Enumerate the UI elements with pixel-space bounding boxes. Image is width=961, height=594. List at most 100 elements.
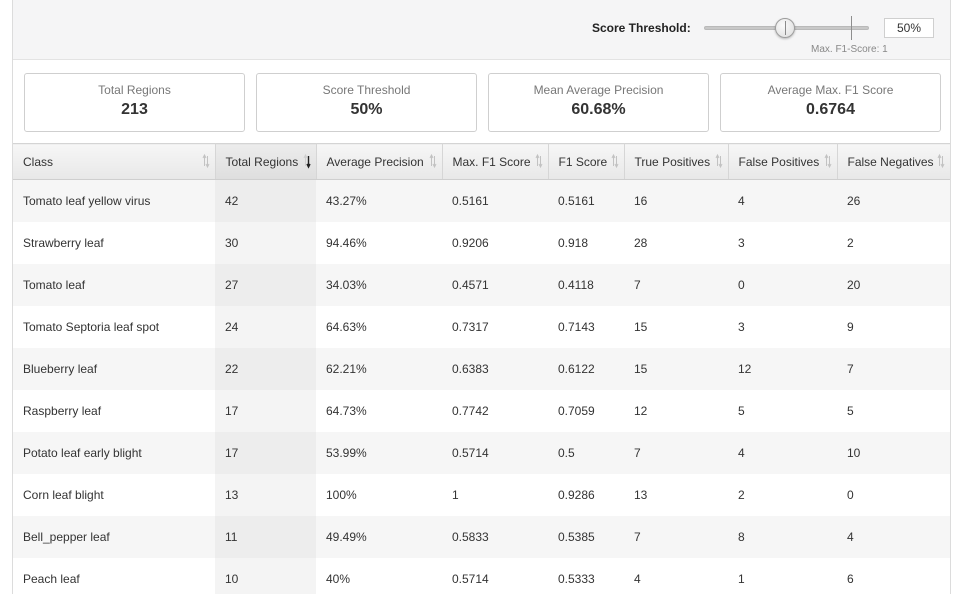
card-mean-average-precision: Mean Average Precision 60.68% bbox=[488, 73, 709, 132]
cell-max-f1-score: 1 bbox=[442, 473, 548, 516]
column-header-true-positives[interactable]: True Positives bbox=[624, 143, 729, 180]
column-header-average-precision[interactable]: Average Precision bbox=[316, 143, 443, 180]
cell-true-positives: 15 bbox=[624, 347, 728, 390]
cell-f1-score: 0.5 bbox=[548, 431, 624, 474]
cell-class: Corn leaf blight bbox=[13, 473, 215, 516]
cell-average-precision: 100% bbox=[316, 473, 442, 516]
cell-true-positives: 7 bbox=[624, 263, 728, 306]
cell-false-positives: 2 bbox=[728, 473, 837, 516]
max-f1-score-note: Max. F1-Score: 1 bbox=[811, 44, 888, 55]
cell-true-positives: 12 bbox=[624, 389, 728, 432]
cell-false-positives: 12 bbox=[728, 347, 837, 390]
cell-false-negatives: 26 bbox=[837, 179, 950, 222]
score-threshold-input[interactable]: 50% bbox=[884, 18, 934, 38]
cell-f1-score: 0.7143 bbox=[548, 305, 624, 348]
table-row[interactable]: Corn leaf blight 13 100% 1 0.9286 13 2 0 bbox=[13, 473, 950, 516]
cell-false-negatives: 20 bbox=[837, 263, 950, 306]
column-header-label: Max. F1 Score bbox=[452, 154, 531, 169]
cell-average-precision: 40% bbox=[316, 557, 442, 594]
cell-f1-score: 0.6122 bbox=[548, 347, 624, 390]
sort-icon bbox=[715, 153, 722, 169]
cell-total-regions: 30 bbox=[215, 221, 316, 264]
table-row[interactable]: Raspberry leaf 17 64.73% 0.7742 0.7059 12 5 5 bbox=[13, 389, 950, 432]
column-header-label: Total Regions bbox=[225, 154, 299, 169]
column-header-f1-score[interactable]: F1 Score bbox=[548, 143, 625, 180]
score-threshold-label: Score Threshold: bbox=[592, 21, 691, 35]
table-row[interactable]: Tomato leaf 27 34.03% 0.4571 0.4118 7 0 20 bbox=[13, 263, 950, 306]
table-row[interactable]: Blueberry leaf 22 62.21% 0.6383 0.6122 15 12 7 bbox=[13, 347, 950, 390]
cell-true-positives: 13 bbox=[624, 473, 728, 516]
table-header-row: Class Total Regions Average Precision Max. … bbox=[13, 143, 950, 180]
sort-icon bbox=[202, 153, 209, 169]
cell-class: Blueberry leaf bbox=[13, 347, 215, 390]
cell-max-f1-score: 0.4571 bbox=[442, 263, 548, 306]
table-row[interactable]: Bell_pepper leaf 11 49.49% 0.5833 0.5385 7 8 4 bbox=[13, 515, 950, 558]
max-f1-marker bbox=[851, 16, 852, 40]
cell-total-regions: 22 bbox=[215, 347, 316, 390]
column-header-label: Class bbox=[23, 154, 54, 169]
card-label: Score Threshold bbox=[322, 83, 411, 97]
cell-false-negatives: 10 bbox=[837, 431, 950, 474]
slider-grip-icon bbox=[785, 21, 786, 35]
table-row[interactable]: Tomato Septoria leaf spot 24 64.63% 0.7317 0… bbox=[13, 305, 950, 348]
table-row[interactable]: Peach leaf 10 40% 0.5714 0.5333 4 1 6 bbox=[13, 557, 950, 594]
cell-true-positives: 7 bbox=[624, 431, 728, 474]
card-value: 50% bbox=[350, 101, 383, 118]
card-value: 60.68% bbox=[571, 101, 626, 118]
cell-max-f1-score: 0.5714 bbox=[442, 557, 548, 594]
table-row[interactable]: Strawberry leaf 30 94.46% 0.9206 0.918 28 3 2 bbox=[13, 221, 950, 264]
cell-total-regions: 17 bbox=[215, 431, 316, 474]
cell-max-f1-score: 0.5161 bbox=[442, 179, 548, 222]
cell-false-positives: 3 bbox=[728, 221, 837, 264]
cell-class: Tomato leaf yellow virus bbox=[13, 179, 215, 222]
sort-descending-icon bbox=[303, 153, 311, 169]
cell-max-f1-score: 0.5833 bbox=[442, 515, 548, 558]
cell-class: Potato leaf early blight bbox=[13, 431, 215, 474]
column-header-max-f1-score[interactable]: Max. F1 Score bbox=[442, 143, 549, 180]
table-row[interactable]: Potato leaf early blight 17 53.99% 0.5714 0.… bbox=[13, 431, 950, 474]
cell-f1-score: 0.5161 bbox=[548, 179, 624, 222]
card-label: Average Max. F1 Score bbox=[767, 83, 894, 97]
column-header-label: False Positives bbox=[738, 154, 820, 169]
cell-true-positives: 7 bbox=[624, 515, 728, 558]
cell-f1-score: 0.7059 bbox=[548, 389, 624, 432]
column-header-class[interactable]: Class bbox=[13, 143, 216, 180]
cell-false-negatives: 0 bbox=[837, 473, 950, 516]
cell-average-precision: 53.99% bbox=[316, 431, 442, 474]
cell-total-regions: 42 bbox=[215, 179, 316, 222]
class-metrics-table-wrapper: Class Total Regions Average Precision Max. … bbox=[13, 143, 950, 594]
cell-false-negatives: 6 bbox=[837, 557, 950, 594]
cell-false-negatives: 5 bbox=[837, 389, 950, 432]
cell-false-negatives: 9 bbox=[837, 305, 950, 348]
column-header-label: False Negatives bbox=[847, 154, 934, 169]
column-header-false-negatives[interactable]: False Negatives bbox=[837, 143, 950, 180]
cell-average-precision: 43.27% bbox=[316, 179, 442, 222]
cell-false-positives: 8 bbox=[728, 515, 837, 558]
card-score-threshold: Score Threshold 50% bbox=[256, 73, 477, 132]
card-value: 213 bbox=[121, 101, 148, 118]
cell-total-regions: 11 bbox=[215, 515, 316, 558]
cell-true-positives: 15 bbox=[624, 305, 728, 348]
card-label: Total Regions bbox=[98, 83, 171, 97]
cell-total-regions: 10 bbox=[215, 557, 316, 594]
threshold-bar: Score Threshold: 50% Max. F1-Score: 1 bbox=[13, 0, 950, 60]
cell-class: Tomato Septoria leaf spot bbox=[13, 305, 215, 348]
cell-false-negatives: 7 bbox=[837, 347, 950, 390]
cell-average-precision: 34.03% bbox=[316, 263, 442, 306]
cell-average-precision: 94.46% bbox=[316, 221, 442, 264]
column-header-total-regions[interactable]: Total Regions bbox=[215, 143, 317, 180]
cell-average-precision: 64.63% bbox=[316, 305, 442, 348]
column-header-false-positives[interactable]: False Positives bbox=[728, 143, 838, 180]
cell-f1-score: 0.4118 bbox=[548, 263, 624, 306]
cell-average-precision: 64.73% bbox=[316, 389, 442, 432]
cell-f1-score: 0.5385 bbox=[548, 515, 624, 558]
cell-true-positives: 4 bbox=[624, 557, 728, 594]
table-row[interactable]: Tomato leaf yellow virus 42 43.27% 0.5161 0.… bbox=[13, 179, 950, 222]
column-header-label: Average Precision bbox=[326, 154, 424, 169]
evaluation-panel: Score Threshold: 50% Max. F1-Score: 1 To… bbox=[12, 0, 951, 594]
cell-true-positives: 16 bbox=[624, 179, 728, 222]
class-metrics-table: Class Total Regions Average Precision Max. … bbox=[13, 143, 950, 594]
score-threshold-slider-handle[interactable] bbox=[775, 18, 795, 38]
sort-icon bbox=[535, 153, 542, 169]
cell-average-precision: 62.21% bbox=[316, 347, 442, 390]
